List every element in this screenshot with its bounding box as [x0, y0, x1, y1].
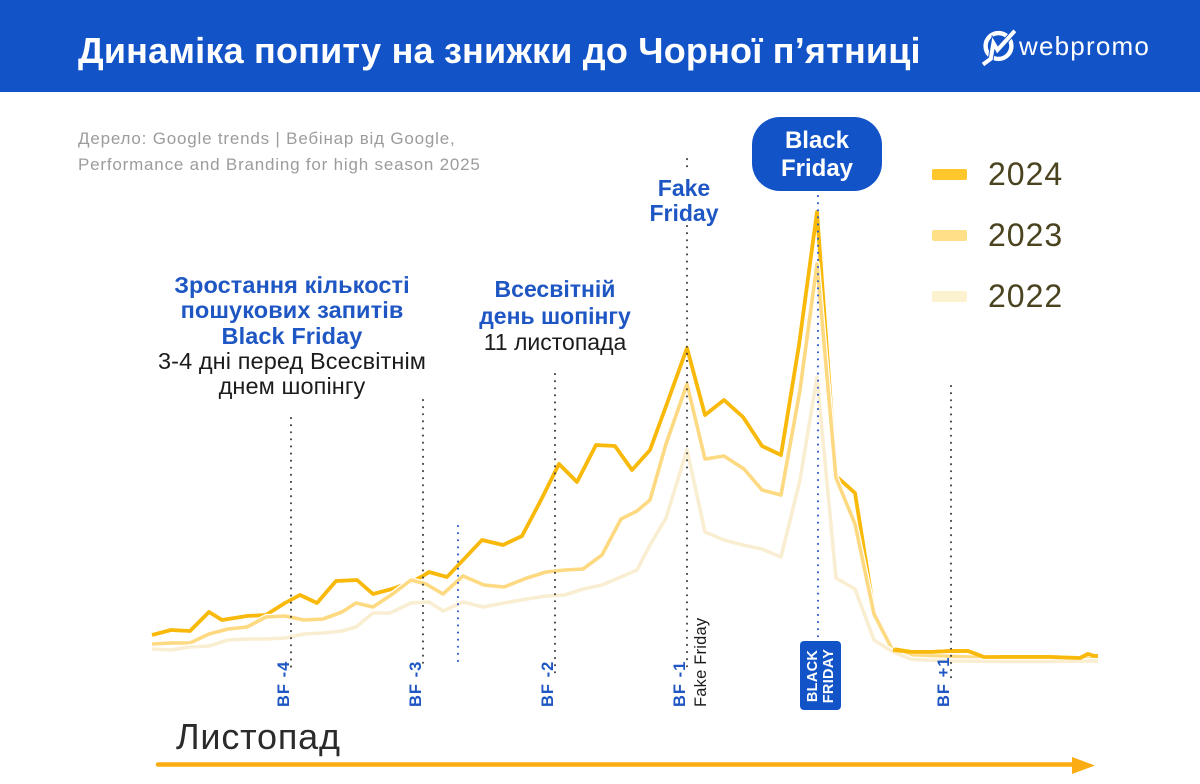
svg-text:BF -1: BF -1: [671, 661, 689, 707]
svg-text:BF -2: BF -2: [539, 661, 557, 707]
svg-text:webpromo: webpromo: [1018, 31, 1150, 61]
svg-text:BF +1: BF +1: [935, 657, 953, 707]
svg-text:Fake Friday: Fake Friday: [692, 617, 710, 707]
svg-text:BLACK: BLACK: [805, 650, 821, 702]
svg-text:FRIDAY: FRIDAY: [821, 649, 837, 703]
svg-text:BF -4: BF -4: [275, 661, 293, 707]
svg-text:BF -3: BF -3: [407, 661, 425, 707]
